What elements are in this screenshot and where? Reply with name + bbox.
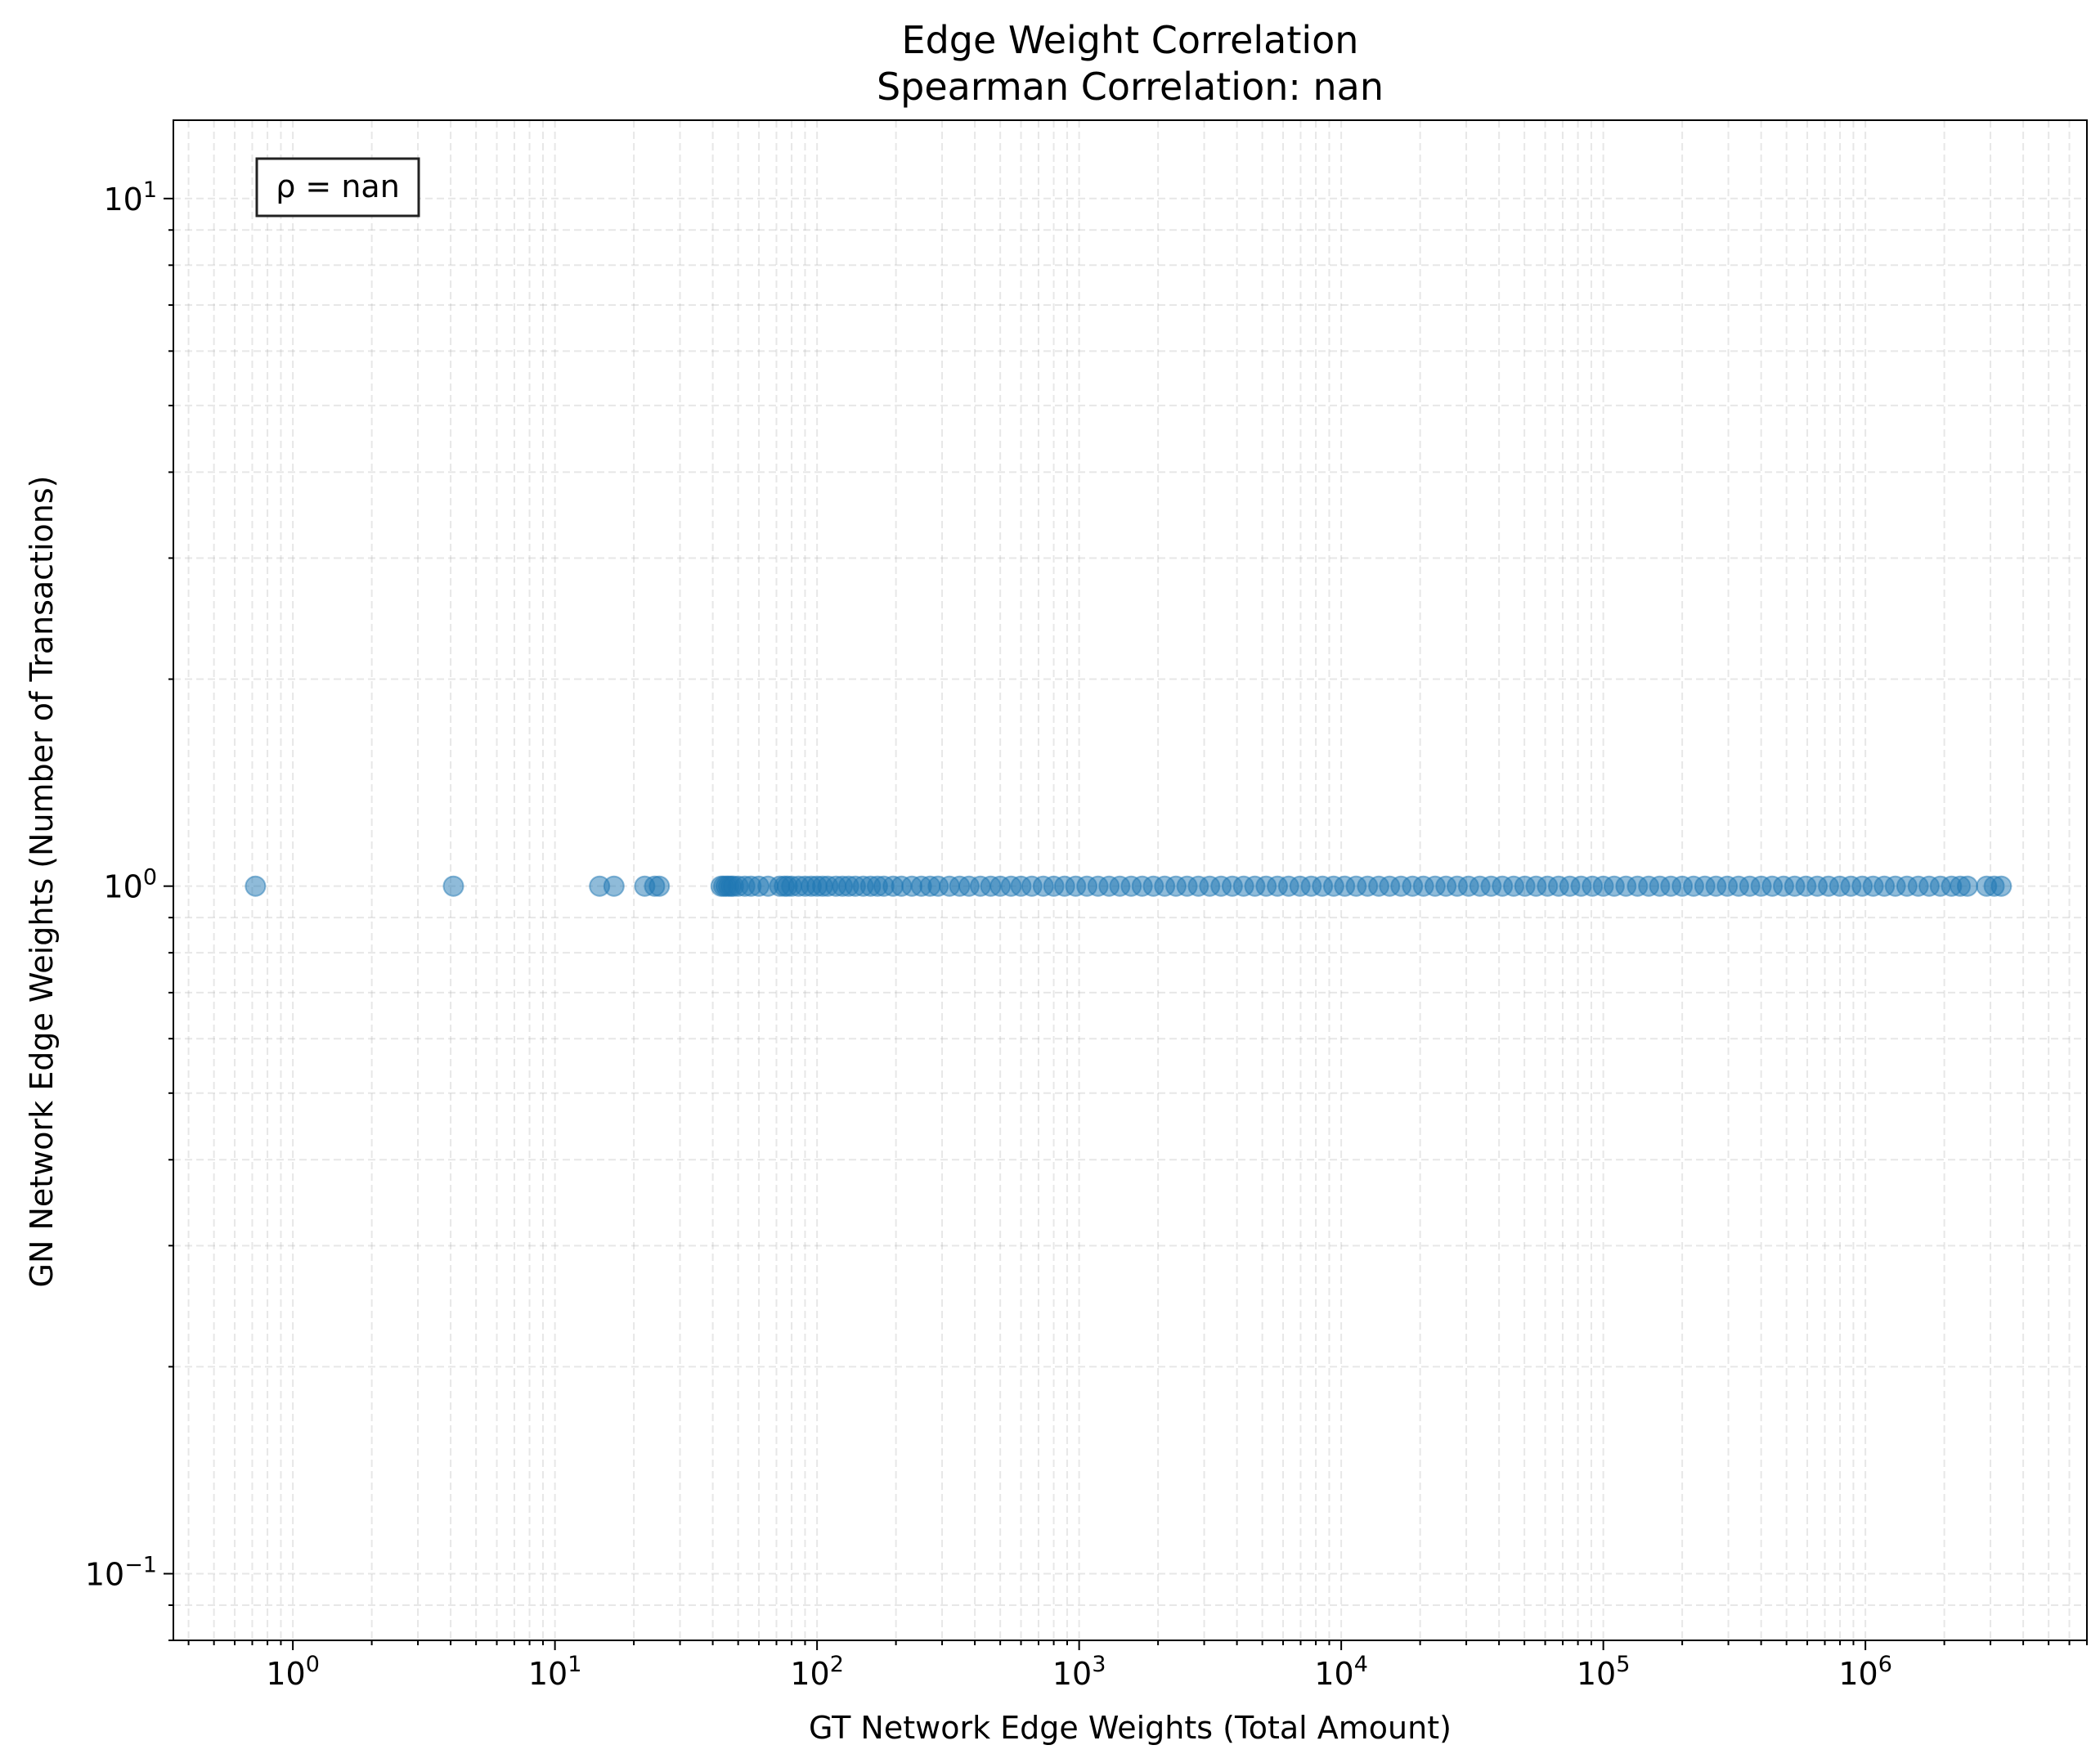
x-tick-label: 100	[266, 1652, 320, 1692]
annotation-frame	[255, 157, 420, 218]
scatter-point	[245, 875, 267, 897]
axis-ticks: 100 101 102 103 104 105 106 10−1 100 101	[85, 177, 2088, 1692]
y-tick-label: 101	[103, 177, 157, 218]
chart-subtitle: Spearman Correlation: nan	[877, 65, 1384, 109]
chart-title: Edge Weight Correlation	[902, 18, 1359, 62]
annotation-text: ρ = nan	[276, 168, 400, 204]
y-tick-label: 100	[103, 865, 157, 905]
scatter-point	[442, 875, 464, 897]
x-tick-label: 103	[1052, 1652, 1106, 1692]
x-tick-label: 102	[790, 1652, 844, 1692]
x-tick-label: 105	[1577, 1652, 1631, 1692]
axes-frame	[173, 119, 2088, 1641]
annotation-box: ρ = nan	[255, 157, 420, 218]
scatter-points	[245, 875, 2012, 897]
scatter-point	[1990, 875, 2012, 897]
x-tick-label: 104	[1314, 1652, 1368, 1692]
scatter-point	[603, 875, 625, 897]
y-tick-label: 10−1	[85, 1553, 157, 1593]
y-axis-label: GN Network Edge Weights (Number of Trans…	[24, 476, 60, 1288]
scatter-point	[648, 875, 671, 897]
scatter-point	[1956, 875, 1978, 897]
x-axis-label: GT Network Edge Weights (Total Amount)	[809, 1710, 1452, 1746]
x-tick-label: 106	[1838, 1652, 1892, 1692]
x-tick-label: 101	[528, 1652, 582, 1692]
